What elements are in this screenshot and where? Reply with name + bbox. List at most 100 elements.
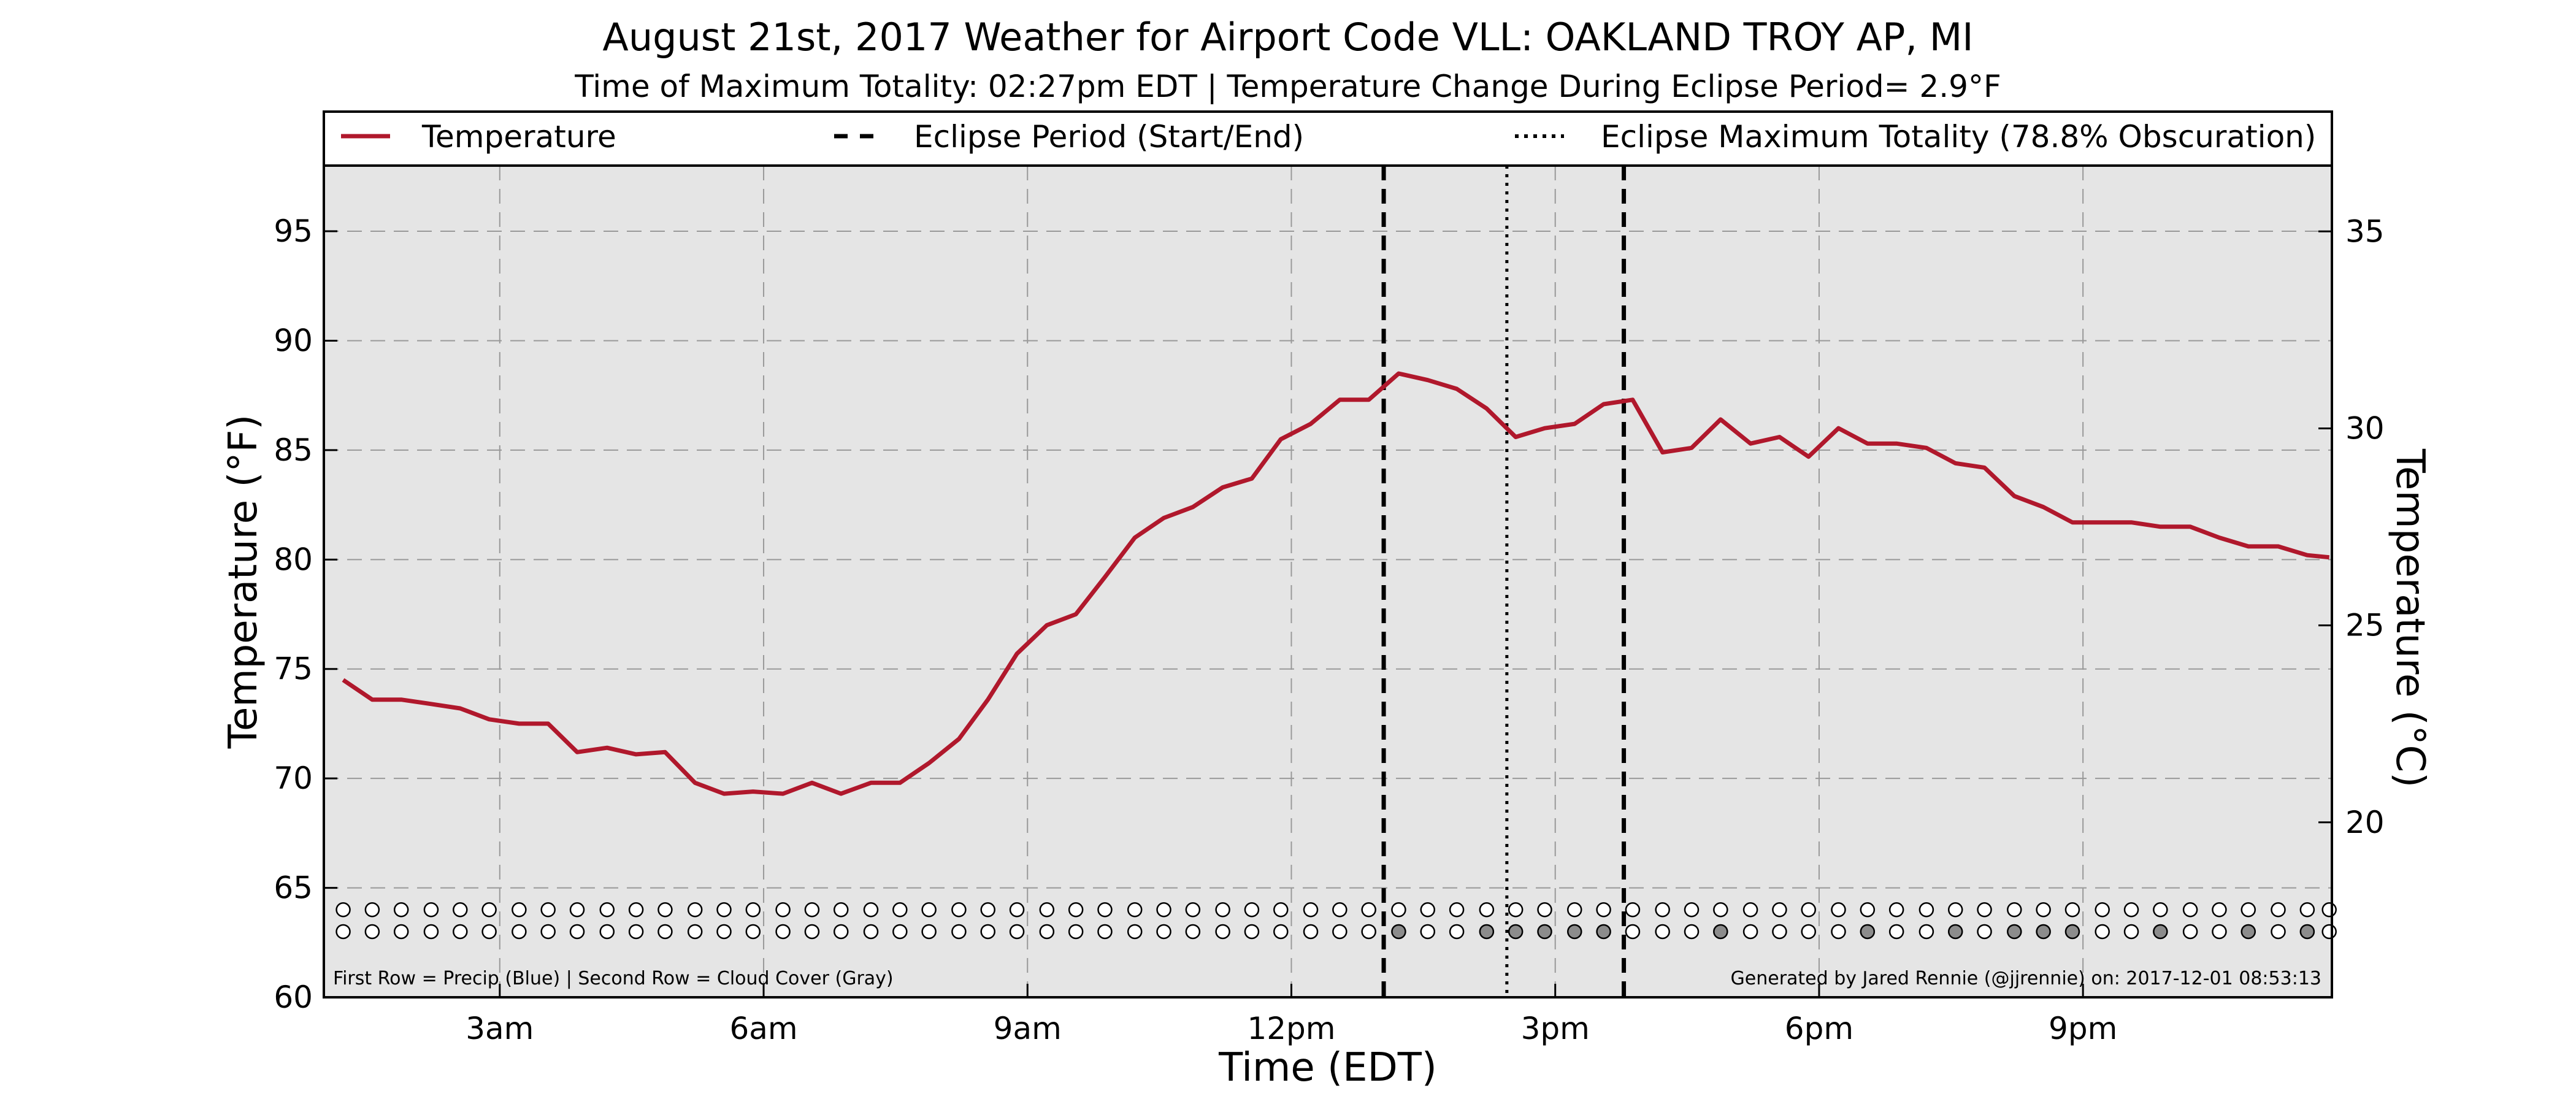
precip-dot [1655,902,1670,918]
y-tick-label: 60 [274,979,313,1015]
y-tick-label: 70 [274,761,313,796]
precip-dot [1332,902,1347,918]
cloud-cover-dot [1860,924,1876,940]
x-tick-label: 6pm [1785,1011,1853,1046]
legend-label-max-totality: Eclipse Maximum Totality (78.8% Obscurat… [1601,119,2316,155]
cloud-cover-dot [1009,924,1025,940]
cloud-cover-dot [687,924,703,940]
precip-dot [1977,902,1992,918]
precip-dot [1596,902,1611,918]
cloud-cover-dot [512,924,527,940]
chart-subtitle: Time of Maximum Totality: 02:27pm EDT | … [574,69,2001,104]
cloud-cover-dot [1888,924,1904,940]
precip-dot [1801,902,1816,918]
legend: Temperature Eclipse Period (Start/End) E… [323,110,2333,167]
cloud-cover-dot [2007,924,2022,940]
cloud-cover-dot [364,924,380,940]
y-right-tick-label: 25 [2345,608,2385,643]
precip-dot [393,902,409,918]
precip-dot [2007,902,2022,918]
precip-dot [2321,902,2337,918]
cloud-cover-dot [1185,924,1201,940]
cloud-cover-dot [1567,924,1582,940]
precip-dot [1831,902,1846,918]
cloud-cover-dot [453,924,468,940]
y-tick-label: 95 [274,213,313,249]
precip-dot [1888,902,1904,918]
y-tick-label: 65 [274,870,313,906]
precip-dot [453,902,468,918]
precip-dot [1420,902,1436,918]
cloud-cover-dot [1977,924,1992,940]
precip-dot [569,902,585,918]
cloud-cover-dot [2095,924,2110,940]
x-axis-label: Time (EDT) [1218,1045,1437,1091]
precip-dot [2153,902,2168,918]
legend-label-eclipse-period: Eclipse Period (Start/End) [914,119,1304,155]
cloud-cover-dot [1273,924,1289,940]
y-tick-label: 85 [274,432,313,468]
x-tick-label: 6am [729,1011,797,1046]
cloud-cover-dot [2036,924,2051,940]
temperature-series [342,371,2330,796]
x-tick-label: 12pm [1247,1011,1335,1046]
chart-title: August 21st, 2017 Weather for Airport Co… [602,15,1973,59]
cloud-cover-dot [921,924,937,940]
y-right-tick-label: 20 [2345,805,2385,840]
cloud-cover-dot [1772,924,1787,940]
cloud-cover-dot [1801,924,1816,940]
precip-dot [1567,902,1582,918]
x-tick-label: 9pm [2049,1011,2117,1046]
cloud-cover-dot [1097,924,1113,940]
cloud-cover-dot [1391,924,1406,940]
cloud-cover-dot [1361,924,1376,940]
precip-dot [423,902,439,918]
precip-dot [951,902,967,918]
precip-dot [1244,902,1260,918]
precip-dot [716,902,732,918]
cloud-cover-dot [1831,924,1846,940]
y-right-tick-label: 30 [2345,410,2385,446]
cloud-cover-dot [892,924,908,940]
cloud-cover-dot [1596,924,1611,940]
precip-dot [1860,902,1876,918]
cloud-cover-dot [716,924,732,940]
x-tick-label: 3pm [1521,1011,1590,1046]
gridlines [324,166,2332,997]
precip-dot [1508,902,1524,918]
precip-dot [335,902,351,918]
cloud-cover-dot [1625,924,1641,940]
precip-dot [980,902,995,918]
cloud-cover-dot [569,924,585,940]
precip-dot [804,902,820,918]
precip-dot [657,902,673,918]
cloud-cover-dot [1684,924,1700,940]
precip-dot [2299,902,2315,918]
precip-dot [1919,902,1934,918]
precip-dot [1713,902,1728,918]
cloud-cover-dot [481,924,497,940]
cloud-cover-dot [335,924,351,940]
precip-dot [2036,902,2051,918]
cloud-cover-dot [2212,924,2227,940]
precip-dot [1391,902,1406,918]
precip-dot [2064,902,2080,918]
precip-dot [833,902,849,918]
cloud-cover-dot [1244,924,1260,940]
cloud-cover-dot [1039,924,1055,940]
precip-dot [1185,902,1201,918]
cloud-cover-dot [393,924,409,940]
precip-dot [1273,902,1289,918]
axis-ticks: 60 65 70 75 80 85 90 95 3am 6am 9am 12pm 3pm 6pm 9pm 20… [274,213,2384,1046]
footnote-left: First Row = Precip (Blue) | Second Row =… [333,968,894,989]
cloud-cover-dot [1479,924,1495,940]
cloud-cover-dot [2064,924,2080,940]
precip-dot [2271,902,2286,918]
cloud-cover-dot [1156,924,1171,940]
cloud-cover-dot [2299,924,2315,940]
cloud-cover-dot [804,924,820,940]
cloud-cover-dot [540,924,556,940]
y-axis-label-right: Temperature (°C) [2387,448,2432,788]
precip-dot [2182,902,2198,918]
